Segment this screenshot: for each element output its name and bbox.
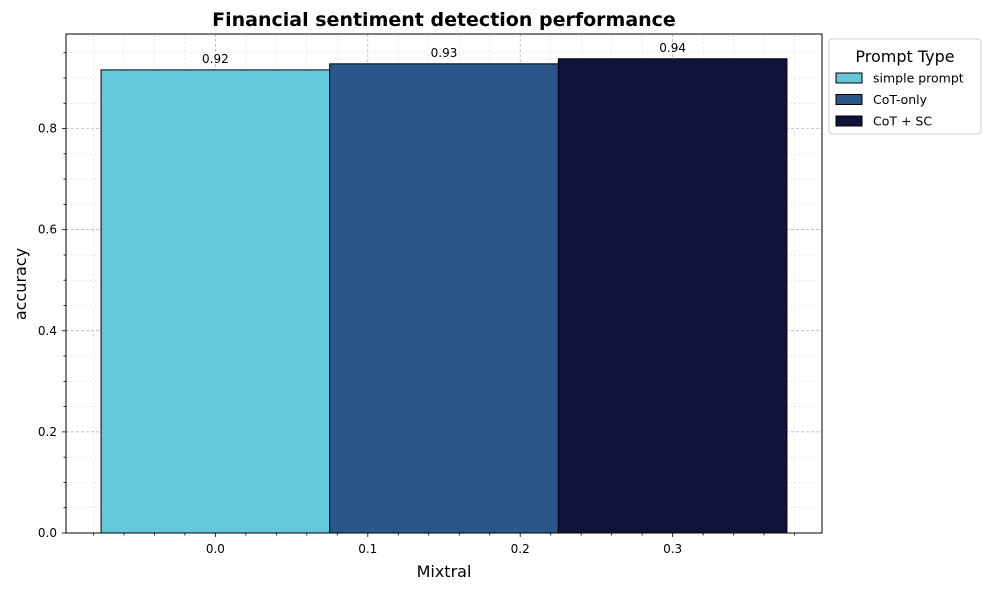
- bar-value-label: 0.94: [659, 41, 686, 55]
- x-axis: 0.0 0.1 0.2 0.3: [93, 533, 795, 556]
- y-axis-label: accuracy: [11, 248, 30, 320]
- y-tick-label: 0.6: [38, 223, 57, 237]
- bar: [329, 63, 559, 534]
- x-axis-label: Mixtral: [417, 562, 472, 581]
- legend-label: CoT-only: [873, 92, 928, 107]
- y-axis: 0.0 0.2 0.4 0.6 0.8: [38, 52, 66, 540]
- plot-frame: [65, 33, 823, 534]
- legend-box: [828, 38, 982, 135]
- bars: [100, 58, 788, 534]
- x-tick-label: 0.3: [663, 542, 682, 556]
- y-tick-label: 0.8: [38, 122, 57, 136]
- y-tick-label: 0.2: [38, 425, 57, 439]
- legend-swatch: [835, 72, 863, 84]
- legend-items: simple prompt CoT-only CoT + SC: [835, 71, 964, 129]
- x-tick-label: 0.2: [511, 542, 530, 556]
- legend-title: Prompt Type: [855, 47, 954, 66]
- bar: [100, 69, 331, 534]
- y-tick-label: 0.4: [38, 324, 57, 338]
- legend-swatch: [835, 94, 863, 105]
- x-tick-label: 0.1: [358, 542, 377, 556]
- y-tick-label: 0.0: [38, 526, 57, 540]
- bar-labels: 0.92 0.93 0.94: [202, 41, 686, 66]
- bar-value-label: 0.93: [431, 46, 458, 60]
- bar-value-label: 0.92: [202, 52, 229, 66]
- legend: Prompt Type simple prompt CoT-only CoT + S…: [828, 38, 982, 135]
- legend-swatch: [835, 115, 863, 127]
- legend-label: CoT + SC: [873, 114, 932, 129]
- chart-title: Financial sentiment detection performanc…: [212, 9, 676, 31]
- x-tick-label: 0.0: [206, 542, 225, 556]
- bar: [557, 58, 788, 534]
- legend-label: simple prompt: [873, 71, 964, 86]
